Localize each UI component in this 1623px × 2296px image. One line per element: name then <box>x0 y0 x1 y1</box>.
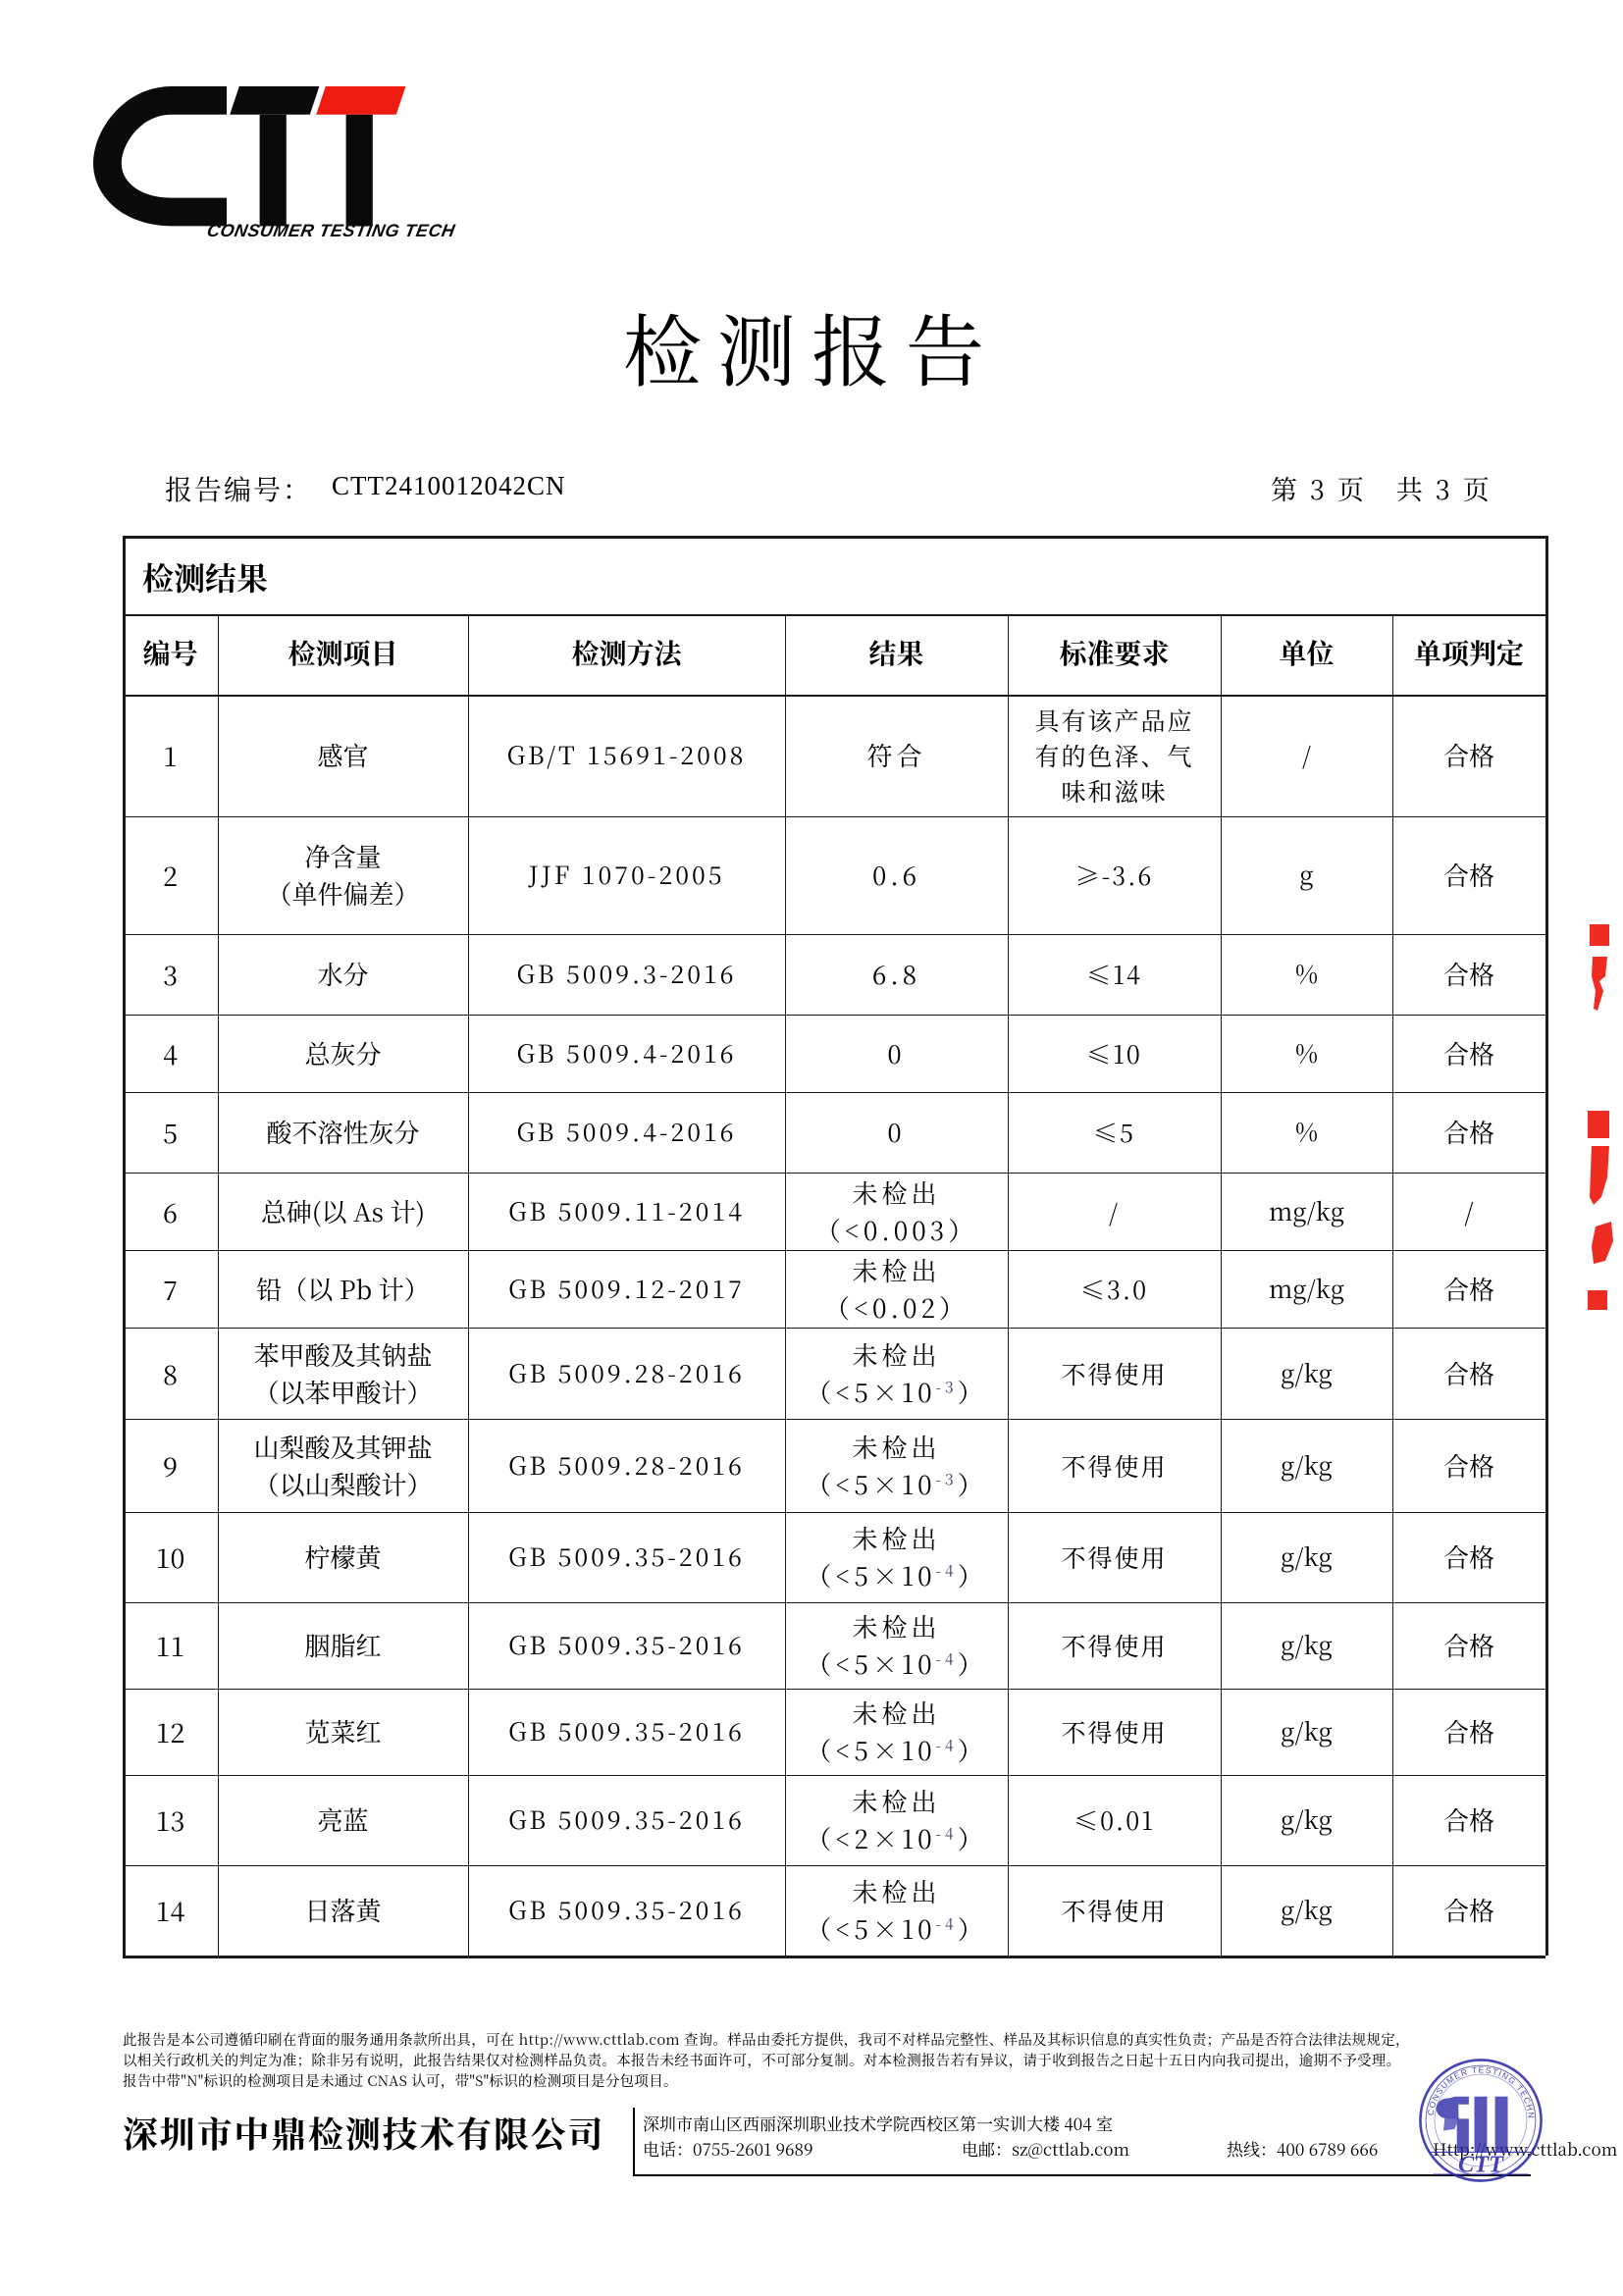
svg-text:CTT: CTT <box>1458 2152 1504 2178</box>
